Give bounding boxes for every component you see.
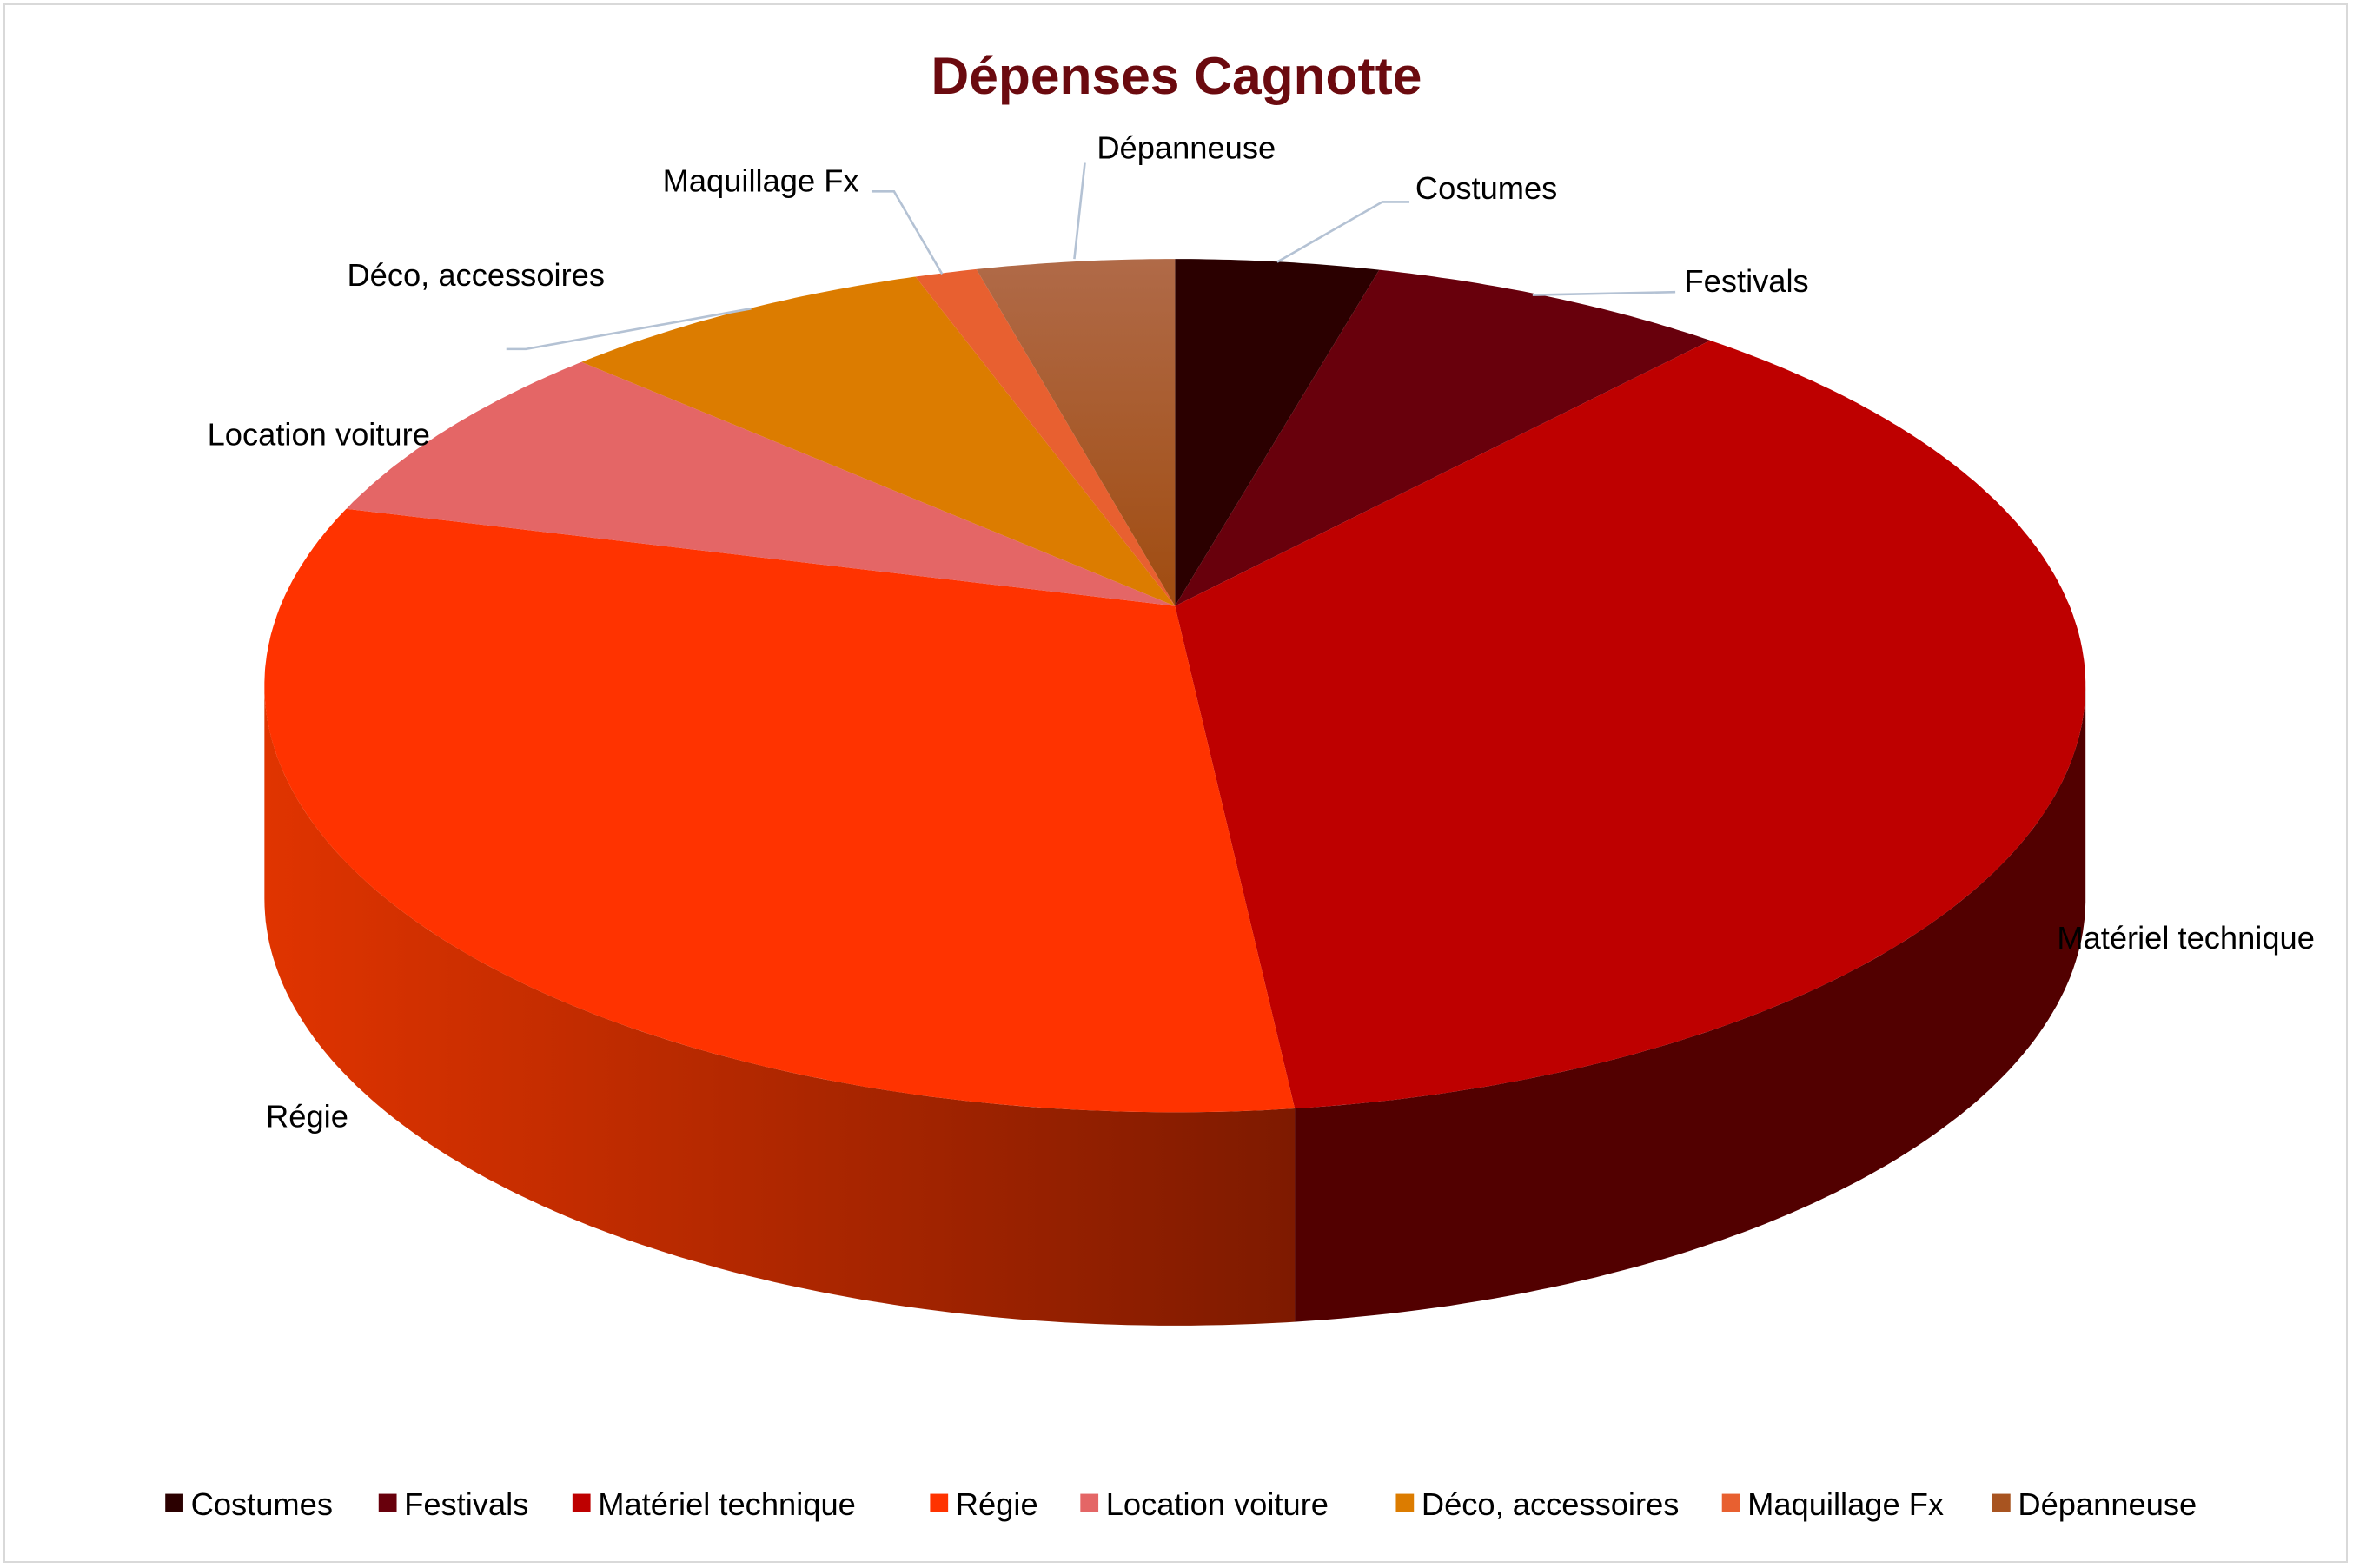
leader-line-maquillage: [871, 190, 944, 275]
leader-line-costumes: [1276, 201, 1410, 263]
legend-item-festivals[interactable]: Festivals: [378, 1486, 529, 1522]
data-label-deco: Déco, accessoires: [347, 257, 605, 293]
legend-label: Régie: [956, 1486, 1038, 1522]
legend-swatch: [1395, 1493, 1415, 1512]
leader-line-depanneuse: [1073, 162, 1086, 260]
data-label-festivals: Festivals: [1684, 263, 1808, 299]
pie-slice-festivals[interactable]: [1175, 269, 1711, 606]
legend-item-depanneuse[interactable]: Dépanneuse: [1992, 1486, 2197, 1522]
pie-slice-costumes[interactable]: [1175, 259, 1380, 606]
pie-slice-location-voiture[interactable]: [346, 361, 1176, 606]
legend-label: Costumes: [191, 1486, 333, 1522]
pie-slice-depanneuse[interactable]: [976, 259, 1176, 606]
pie-slices: [264, 259, 2086, 1113]
legend: Costumes Festivals Matériel technique Régie…: [165, 1486, 2197, 1522]
legend-item-regie[interactable]: Régie: [930, 1486, 1038, 1522]
legend-item-location-voiture[interactable]: Location voiture: [1080, 1486, 1329, 1522]
legend-item-maquillage-fx[interactable]: Maquillage Fx: [1721, 1486, 1944, 1522]
pie-sides: [264, 685, 2086, 1326]
chart-title: Dépenses Cagnotte: [931, 46, 1422, 105]
legend-swatch: [1992, 1493, 2011, 1512]
pie-slice-deco-accessoires[interactable]: [581, 276, 1176, 606]
data-label-regie: Régie: [266, 1099, 348, 1135]
leader-line-deco: [506, 307, 752, 351]
legend-swatch: [378, 1493, 397, 1512]
pie-slice-regie[interactable]: [264, 508, 1296, 1113]
chart-frame: [3, 3, 2348, 1563]
legend-label: Location voiture: [1106, 1486, 1329, 1522]
legend-label: Festivals: [404, 1486, 528, 1522]
data-label-maquillage: Maquillage Fx: [663, 162, 859, 198]
legend-label: Matériel technique: [598, 1486, 856, 1522]
legend-label: Maquillage Fx: [1747, 1486, 1944, 1522]
data-label-depanneuse: Dépanneuse: [1097, 129, 1276, 165]
pie-slice-maquillage-fx[interactable]: [915, 268, 1176, 606]
leader-line-festivals: [1532, 290, 1676, 296]
data-label-costumes: Costumes: [1415, 170, 1557, 206]
pie-slice-materiel-technique[interactable]: [1175, 340, 2086, 1109]
legend-swatch: [165, 1493, 183, 1512]
legend-swatch: [930, 1493, 949, 1512]
legend-label: Dépanneuse: [2018, 1486, 2197, 1522]
legend-item-deco-accessoires[interactable]: Déco, accessoires: [1395, 1486, 1679, 1522]
data-label-location: Location voiture: [208, 417, 430, 453]
legend-item-materiel-technique[interactable]: Matériel technique: [572, 1486, 856, 1522]
pie-side-regie: [264, 685, 1296, 1326]
data-label-materiel: Matériel technique: [2057, 920, 2315, 956]
legend-item-costumes[interactable]: Costumes: [165, 1486, 333, 1522]
legend-swatch: [572, 1493, 591, 1512]
legend-label: Déco, accessoires: [1422, 1486, 1680, 1522]
pie-side-materiel-technique: [1295, 685, 2086, 1322]
legend-swatch: [1080, 1493, 1099, 1512]
legend-swatch: [1721, 1493, 1740, 1512]
